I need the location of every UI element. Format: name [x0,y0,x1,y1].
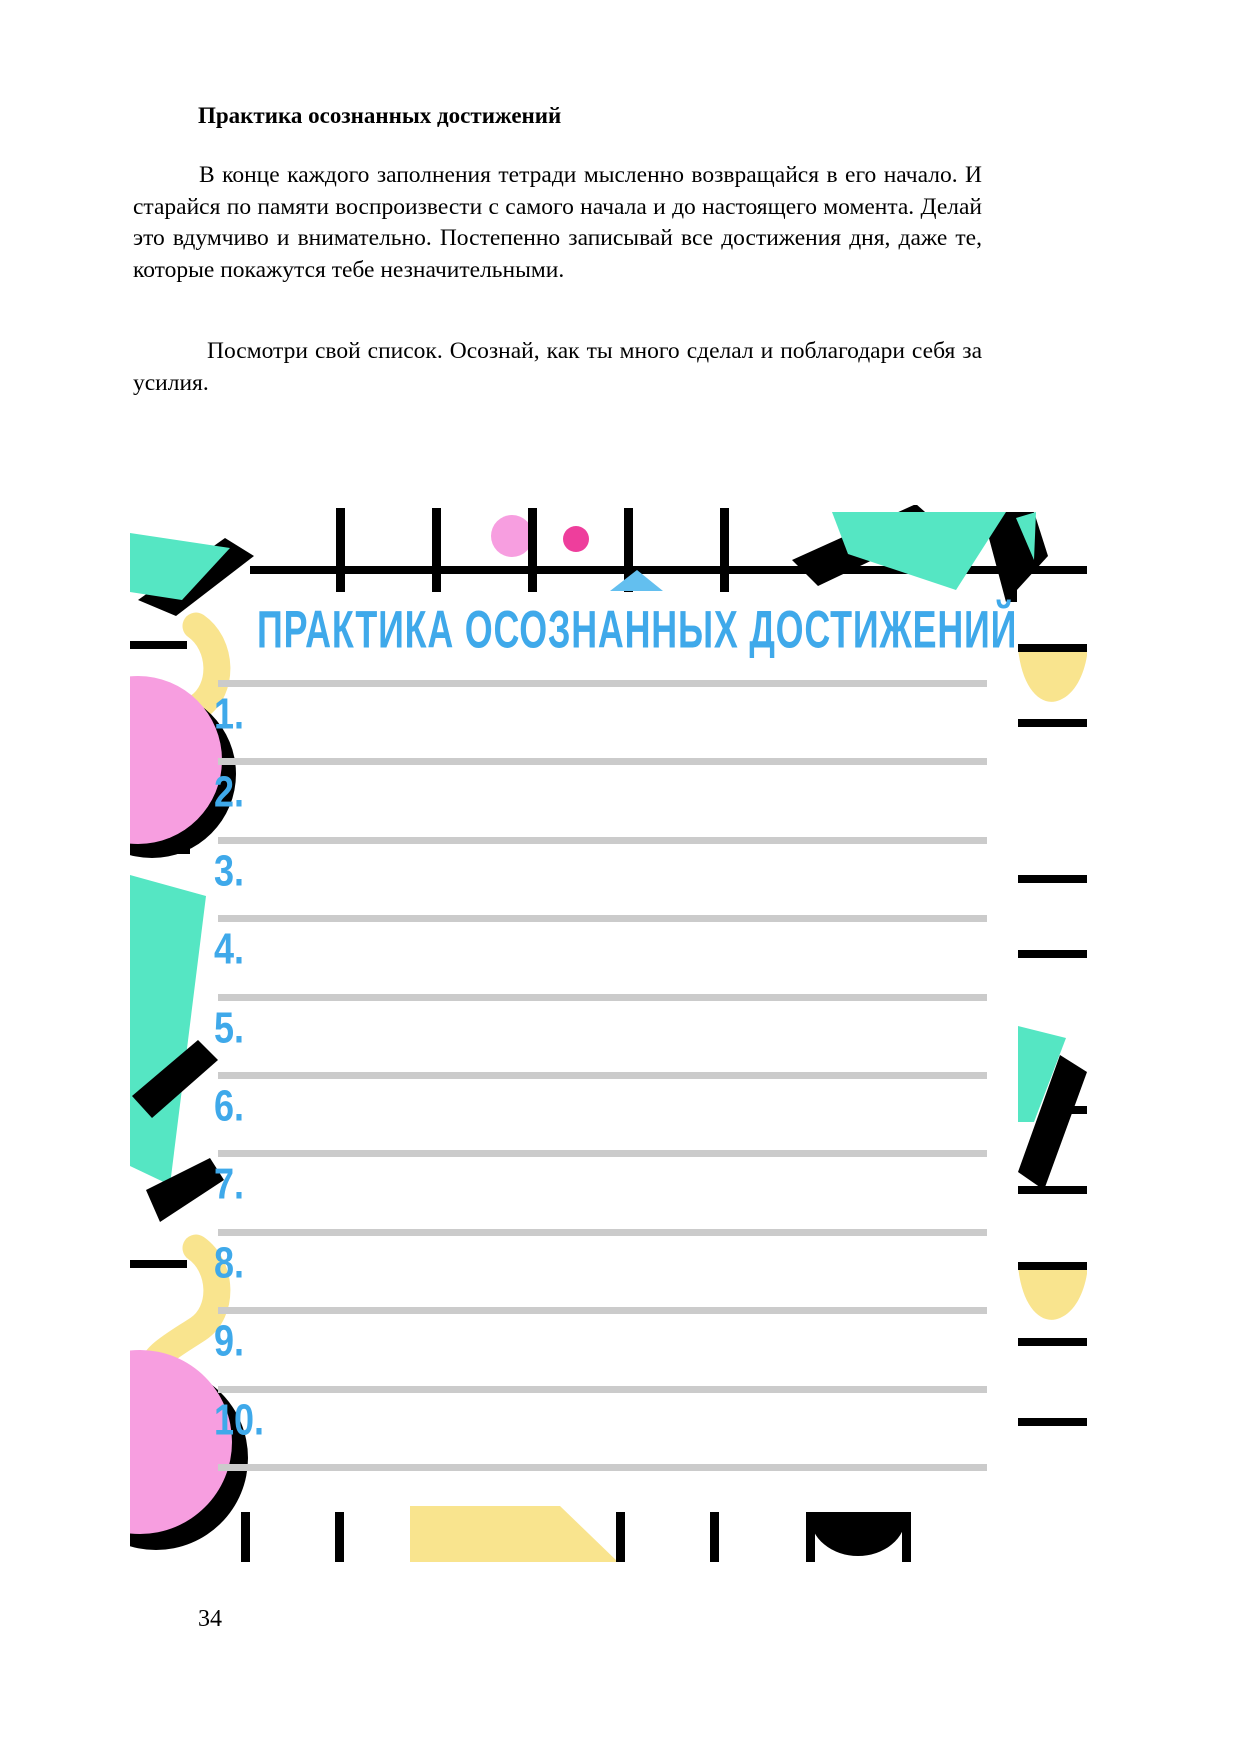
teal-flag-icon [1018,1026,1066,1122]
list-number: 6. [214,1082,245,1131]
list-number: 5. [214,1003,245,1053]
right-dash-icon [1018,644,1087,652]
list-number: 7. [214,1160,245,1209]
right-dash-icon [1018,1418,1087,1426]
memphis-decorations [130,505,1087,1562]
list-number: 3. [214,846,245,896]
pink-circle-icon [130,1350,232,1534]
list-number: 10. [214,1395,265,1445]
teal-parallelogram-icon [832,512,1006,590]
page-heading: Практика осознанных достижений [198,103,562,128]
teal-sliver-icon [1016,512,1036,560]
black-slash-icon [146,1158,224,1222]
writing-line [218,993,987,1001]
yellow-banana-icon [1018,648,1087,702]
list-number: 2. [214,768,245,817]
yellow-trapezoid-icon [410,1506,618,1562]
list-number: 9. [214,1317,245,1366]
pink-circle-icon [130,676,222,844]
right-dash-icon [1018,1186,1087,1194]
top-border-line [250,566,1087,574]
right-dash-icon [1018,950,1087,958]
top-tick-icon [720,508,729,592]
list-number: 8. [214,1238,245,1288]
black-dome-icon [810,1516,906,1556]
paragraph-2: Посмотри свой список. Осознай, как ты мн… [133,338,982,396]
worksheet-image: ПРАКТИКА ОСОЗНАННЫХ ДОСТИЖЕНИЙ 1. 2. 3. 4. 5… [130,505,1087,1565]
left-dash-icon [130,1260,187,1268]
bottom-tick-icon [902,1512,911,1562]
paragraph-1: В конце каждого заполнения тетради мысле… [133,162,982,283]
writing-line [218,1228,987,1236]
bottom-tick-icon [335,1512,344,1562]
bottom-tick-icon [806,1512,815,1562]
top-tick-icon [336,508,345,592]
right-dash-icon [1018,719,1087,727]
black-slash-icon [132,1040,218,1118]
right-dash-icon [1018,875,1087,883]
right-dash-icon [1018,1338,1087,1346]
right-dash-icon [1018,1262,1087,1270]
black-slash-icon [1018,1055,1087,1190]
magenta-dot-icon [563,526,589,552]
blue-triangle-icon [610,570,663,591]
teal-parallelogram-icon [130,533,230,600]
top-tick-icon [432,508,441,592]
yellow-banana-icon [1018,1266,1087,1320]
writing-line [218,1072,987,1079]
left-dash-icon [130,641,187,649]
worksheet-title: ПРАКТИКА ОСОЗНАННЫХ ДОСТИЖЕНИЙ [257,599,1018,659]
writing-line-final [218,1464,987,1471]
writing-line [218,1307,987,1315]
teal-tall-parallelogram-icon [130,875,206,1185]
writing-line [218,680,987,687]
list-number: 4. [214,925,245,974]
bottom-tick-icon [616,1512,625,1562]
bottom-tick-icon [710,1512,719,1562]
left-dash-icon [130,846,190,854]
pink-halfdot-icon [491,515,533,557]
page-number: 34 [198,1606,222,1632]
top-tick-icon [624,508,633,592]
writing-line [218,1150,987,1158]
writing-line [218,915,987,923]
writing-line [218,1385,987,1393]
bottom-tick-icon [241,1512,250,1562]
list-number: 1. [214,690,245,739]
top-tick-icon [528,508,537,592]
writing-line [218,836,987,844]
writing-line [218,758,987,766]
